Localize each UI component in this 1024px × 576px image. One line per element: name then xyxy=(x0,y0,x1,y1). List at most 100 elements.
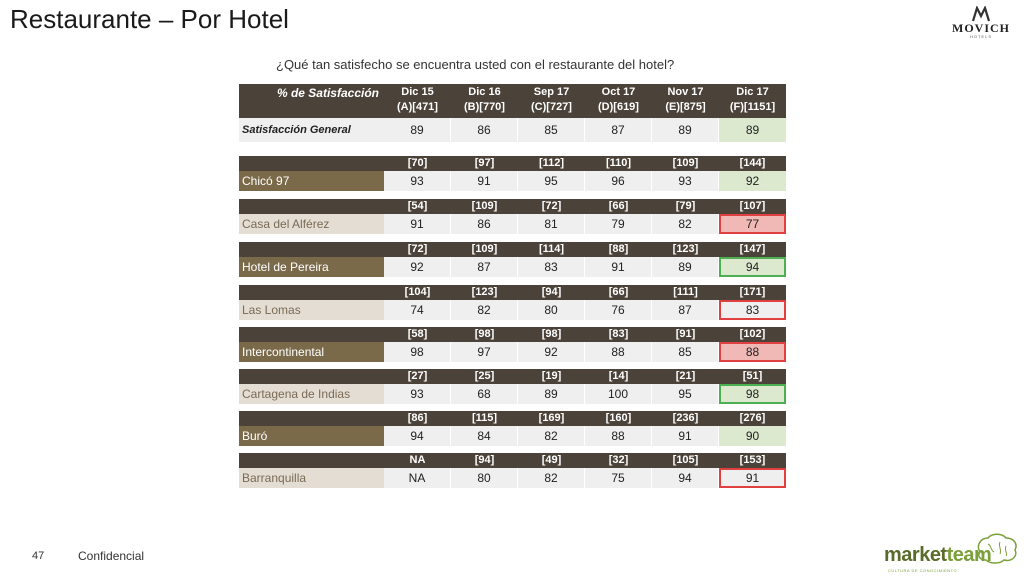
marketteam-wordmark: marketteam xyxy=(884,544,992,566)
value-cell: 92 xyxy=(518,342,585,362)
page-title: Restaurante – Por Hotel xyxy=(10,4,289,34)
page-number: 47 xyxy=(32,550,45,562)
value-cell: 96 xyxy=(585,171,652,191)
hotel-row: Las Lomas 74 82 80 76 87 83 xyxy=(239,300,786,320)
brain-icon xyxy=(977,533,1017,564)
value-cell: 75 xyxy=(585,468,652,488)
hotel-name: Las Lomas xyxy=(239,300,384,320)
value-cell: 80 xyxy=(518,300,585,320)
value-cell: 89 xyxy=(652,257,719,277)
hotel-row: Barranquilla NA 80 82 75 94 91 xyxy=(239,468,786,488)
value-cell: 94 xyxy=(719,257,786,277)
column-header: Oct 17 (D)[619] xyxy=(598,86,639,113)
value-cell: 91 xyxy=(585,257,652,277)
marketteam-tagline: CULTURA DE CONOCIMIENTO xyxy=(888,568,958,573)
value-cell: NA xyxy=(384,468,451,488)
hotel-row: Cartagena de Indias 93 68 89 100 95 98 xyxy=(239,384,786,404)
header-table: % de Satisfacción Dic 15 (A)[471] Dic 16(… xyxy=(239,84,786,142)
hotel-name: Cartagena de Indias xyxy=(239,384,384,404)
value-cell: 94 xyxy=(384,426,451,446)
base-row: [72] [109] [114] [88] [123] [147] xyxy=(239,242,786,257)
hotel-name: Casa del Alférez xyxy=(239,214,384,234)
value-cell: 88 xyxy=(585,426,652,446)
column-header: Dic 16 (B)[770] xyxy=(464,86,505,113)
value-cell: 79 xyxy=(585,214,652,234)
base-row: [86] [115] [169] [160] [236] [276] xyxy=(239,411,786,426)
value-cell: 93 xyxy=(652,171,719,191)
value-cell: 88 xyxy=(585,342,652,362)
value-cell: 88 xyxy=(719,342,786,362)
base-row: [104] [123] [94] [66] [111] [171] xyxy=(239,285,786,300)
value-cell: 91 xyxy=(652,426,719,446)
header-label: % de Satisfacción xyxy=(276,86,379,100)
hotel-name: Buró xyxy=(239,426,384,446)
value-cell: 89 xyxy=(384,118,451,142)
base-row: [54] [109] [72] [66] [79] [107] xyxy=(239,199,786,214)
column-header: Nov 17 (E)[875] xyxy=(665,86,706,113)
value-cell: 85 xyxy=(518,118,585,142)
value-cell: 93 xyxy=(384,171,451,191)
value-cell: 92 xyxy=(719,171,786,191)
value-cell: 68 xyxy=(451,384,518,404)
logo-subtext: HOTELS xyxy=(969,34,992,39)
hotel-block: [104] [123] [94] [66] [111] [171] Las Lomas 7… xyxy=(239,285,786,320)
column-header: Sep 17 (C)[727] xyxy=(531,86,572,113)
column-header: Dic 17 (F)[1151] xyxy=(729,86,776,113)
value-cell: 92 xyxy=(384,257,451,277)
table-header: % de Satisfacción Dic 15 (A)[471] Dic 16(… xyxy=(239,84,786,118)
value-cell: 83 xyxy=(719,300,786,320)
value-cell: 86 xyxy=(451,214,518,234)
hotel-block: [54] [109] [72] [66] [79] [107] Casa del Alfé… xyxy=(239,199,786,234)
value-cell: 95 xyxy=(518,171,585,191)
value-cell: 94 xyxy=(652,468,719,488)
hotel-block: NA [94] [49] [32] [105] [153] Barranquilla NA… xyxy=(239,453,786,488)
hotel-block: [27] [25] [19] [14] [21] [51] Cartagena de In… xyxy=(239,369,786,404)
hotel-block: [86] [115] [169] [160] [236] [276] Buró 94 84… xyxy=(239,411,786,446)
base-row: [58] [98] [98] [83] [91] [102] xyxy=(239,327,786,342)
value-cell: 100 xyxy=(585,384,652,404)
value-cell: 82 xyxy=(451,300,518,320)
hotel-block: [72] [109] [114] [88] [123] [147] Hotel de Pe… xyxy=(239,242,786,277)
value-cell: 89 xyxy=(652,118,719,142)
value-cell: 85 xyxy=(652,342,719,362)
value-cell: 83 xyxy=(518,257,585,277)
value-cell: 76 xyxy=(585,300,652,320)
value-cell: 91 xyxy=(719,468,786,488)
base-row: [70] [97] [112] [110] [109] [144] xyxy=(239,156,786,171)
value-cell: 80 xyxy=(451,468,518,488)
hotel-row: Buró 94 84 82 88 91 90 xyxy=(239,426,786,446)
value-cell: 87 xyxy=(585,118,652,142)
hotel-block: [58] [98] [98] [83] [91] [102] Intercontinent… xyxy=(239,327,786,362)
value-cell: 89 xyxy=(518,384,585,404)
row-label: Satisfacción General xyxy=(239,118,384,142)
hotel-name: Barranquilla xyxy=(239,468,384,488)
value-cell: 90 xyxy=(719,426,786,446)
value-cell: 91 xyxy=(451,171,518,191)
column-header: Dic 15 (A)[471] xyxy=(397,86,438,113)
hotel-name: Intercontinental xyxy=(239,342,384,362)
general-row: Satisfacción General 89 86 85 87 89 89 xyxy=(239,118,786,142)
hotel-row: Intercontinental 98 97 92 88 85 88 xyxy=(239,342,786,362)
movich-emblem-icon xyxy=(971,6,991,22)
value-cell: 82 xyxy=(518,468,585,488)
value-cell: 93 xyxy=(384,384,451,404)
movich-logo: MOVICH HOTELS xyxy=(946,6,1016,44)
value-cell: 98 xyxy=(719,384,786,404)
hotel-block: [70] [97] [112] [110] [109] [144] Chicó 97 93… xyxy=(239,156,786,191)
value-cell: 95 xyxy=(652,384,719,404)
value-cell: 82 xyxy=(652,214,719,234)
hotel-row: Chicó 97 93 91 95 96 93 92 xyxy=(239,171,786,191)
value-cell: 97 xyxy=(451,342,518,362)
hotel-row: Hotel de Pereira 92 87 83 91 89 94 xyxy=(239,257,786,277)
value-cell: 82 xyxy=(518,426,585,446)
base-row: [27] [25] [19] [14] [21] [51] xyxy=(239,369,786,384)
base-row: NA [94] [49] [32] [105] [153] xyxy=(239,453,786,468)
value-cell: 86 xyxy=(451,118,518,142)
hotel-name: Hotel de Pereira xyxy=(239,257,384,277)
hotel-row: Casa del Alférez 91 86 81 79 82 77 xyxy=(239,214,786,234)
marketteam-logo: marketteam CULTURA DE CONOCIMIENTO xyxy=(884,532,1020,576)
value-cell: 87 xyxy=(451,257,518,277)
value-cell: 89 xyxy=(719,118,786,142)
value-cell: 84 xyxy=(451,426,518,446)
value-cell: 77 xyxy=(719,214,786,234)
